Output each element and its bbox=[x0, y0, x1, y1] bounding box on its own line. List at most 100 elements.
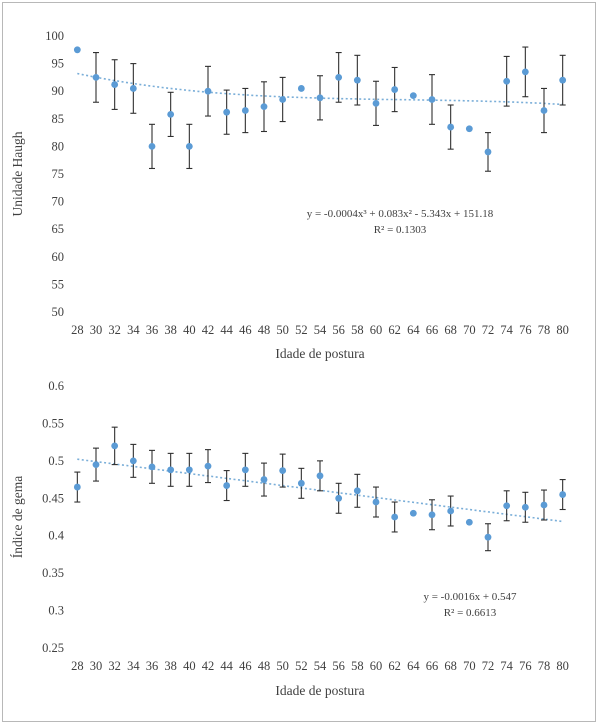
chart1-x-tick-label: 62 bbox=[388, 323, 401, 337]
chart1-data-point bbox=[372, 99, 380, 107]
chart2-x-tick-label: 70 bbox=[463, 659, 476, 673]
chart1-data-point bbox=[559, 76, 567, 84]
chart2-x-tick-label: 36 bbox=[146, 659, 159, 673]
chart1-data-point bbox=[316, 94, 324, 102]
chart2-x-tick-label: 42 bbox=[202, 659, 215, 673]
chart2-x-tick-label: 50 bbox=[276, 659, 289, 673]
chart2-data-point bbox=[484, 533, 492, 541]
chart2-x-tick-label: 32 bbox=[108, 659, 121, 673]
chart2-x-tick-label: 58 bbox=[351, 659, 364, 673]
chart1-x-tick-label: 46 bbox=[239, 323, 252, 337]
chart2-x-tick-label: 40 bbox=[183, 659, 196, 673]
chart1-data-point bbox=[260, 103, 268, 111]
chart2-x-tick-label: 80 bbox=[556, 659, 569, 673]
chart1-x-tick-label: 30 bbox=[90, 323, 103, 337]
chart2-x-tick-label: 62 bbox=[388, 659, 401, 673]
chart1-x-tick-label: 64 bbox=[407, 323, 420, 337]
chart2-data-point bbox=[297, 479, 305, 487]
chart1-x-tick-label: 48 bbox=[258, 323, 271, 337]
chart1-x-tick-label: 44 bbox=[220, 323, 233, 337]
chart1-x-tick-label: 66 bbox=[426, 323, 439, 337]
chart2-x-tick-label: 52 bbox=[295, 659, 308, 673]
chart1-x-tick-label: 40 bbox=[183, 323, 196, 337]
chart1-y-tick-label: 55 bbox=[52, 277, 65, 291]
chart1-x-tick-label: 42 bbox=[202, 323, 215, 337]
chart2-data-point bbox=[353, 487, 361, 495]
chart2-data-point bbox=[559, 491, 567, 498]
chart2-data-point bbox=[148, 463, 156, 471]
chart1-data-point bbox=[540, 107, 548, 114]
chart1-data-point bbox=[73, 46, 81, 54]
chart2-data-point bbox=[428, 511, 436, 519]
chart1-x-tick-label: 74 bbox=[500, 323, 513, 337]
chart1-x-tick-label: 58 bbox=[351, 323, 364, 337]
chart1-x-tick-label: 70 bbox=[463, 323, 476, 337]
chart1-y-tick-label: 90 bbox=[52, 84, 65, 98]
chart2-x-tick-label: 66 bbox=[426, 659, 439, 673]
chart1-data-point bbox=[521, 68, 529, 76]
chart2-x-tick-label: 56 bbox=[332, 659, 345, 673]
chart1-x-tick-label: 60 bbox=[370, 323, 383, 337]
chart2-x-tick-label: 76 bbox=[519, 659, 532, 673]
chart1-data-point bbox=[111, 81, 119, 88]
chart1-data-point bbox=[279, 96, 287, 103]
chart2-y-axis-title: Índice de gema bbox=[10, 476, 25, 558]
chart1-y-tick-label: 80 bbox=[52, 139, 65, 153]
chart2-data-point bbox=[465, 518, 473, 526]
chart1-x-tick-label: 28 bbox=[71, 323, 84, 337]
chart2-x-tick-label: 60 bbox=[370, 659, 383, 673]
chart2-x-tick-label: 48 bbox=[258, 659, 271, 673]
chart2-data-point bbox=[185, 466, 193, 474]
chart1-x-tick-label: 56 bbox=[332, 323, 345, 337]
chart1-data-point bbox=[484, 148, 492, 156]
chart1-x-tick-label: 76 bbox=[519, 323, 532, 337]
chart2-x-axis-title: Idade de postura bbox=[275, 683, 364, 698]
chart2-trendline-r2: R² = 0.6613 bbox=[444, 607, 497, 619]
chart2-data-point bbox=[316, 472, 324, 480]
chart1-data-point bbox=[167, 110, 175, 118]
chart2-data-point bbox=[391, 513, 399, 521]
chart1-x-tick-label: 38 bbox=[164, 323, 177, 337]
chart1-data-point bbox=[335, 74, 343, 81]
chart1-y-tick-label: 95 bbox=[52, 57, 65, 71]
chart1-x-axis-title: Idade de postura bbox=[275, 346, 364, 361]
chart2-data-point bbox=[260, 476, 268, 483]
chart2-y-tick-label: 0.35 bbox=[42, 566, 64, 580]
chart1-y-tick-label: 85 bbox=[52, 112, 65, 126]
chart1-x-tick-label: 72 bbox=[482, 323, 495, 337]
chart2-data-point bbox=[521, 503, 529, 511]
chart1-x-tick-label: 54 bbox=[314, 323, 327, 337]
chart1-x-tick-label: 36 bbox=[146, 323, 159, 337]
chart2-y-tick-label: 0.25 bbox=[42, 641, 64, 655]
chart1-data-point bbox=[241, 107, 249, 114]
chart1-trendline-r2: R² = 0.1303 bbox=[374, 224, 427, 236]
chart2-y-tick-label: 0.6 bbox=[48, 379, 64, 393]
chart2-data-point bbox=[372, 498, 380, 506]
chart2-y-tick-label: 0.4 bbox=[48, 529, 64, 543]
chart2-y-tick-label: 0.3 bbox=[48, 604, 64, 618]
chart2-data-point bbox=[111, 442, 119, 450]
chart1-y-tick-label: 75 bbox=[52, 167, 65, 181]
chart2-x-tick-label: 34 bbox=[127, 659, 140, 673]
chart1-data-point bbox=[409, 92, 417, 100]
chart1-trendline-equation: y = -0.0004x³ + 0.083x² - 5.343x + 151.1… bbox=[307, 208, 494, 220]
chart2-data-point bbox=[335, 494, 343, 502]
chart1-x-tick-label: 68 bbox=[444, 323, 457, 337]
chart2-data-point bbox=[92, 461, 100, 468]
chart2-x-tick-label: 74 bbox=[500, 659, 513, 673]
chart2-x-tick-label: 30 bbox=[90, 659, 103, 673]
chart2-x-tick-label: 68 bbox=[444, 659, 457, 673]
chart2-x-tick-label: 46 bbox=[239, 659, 252, 673]
chart1-y-tick-label: 100 bbox=[45, 29, 64, 43]
chart1-data-point bbox=[129, 85, 137, 92]
chart1-data-point bbox=[391, 86, 399, 93]
chart1-x-tick-label: 80 bbox=[556, 323, 569, 337]
chart1-data-point bbox=[185, 143, 193, 150]
chart1-x-tick-label: 52 bbox=[295, 323, 308, 337]
chart2-x-tick-label: 72 bbox=[482, 659, 495, 673]
chart1-y-tick-label: 65 bbox=[52, 222, 65, 236]
chart1-data-point bbox=[204, 87, 212, 95]
chart1-x-tick-label: 50 bbox=[276, 323, 289, 337]
chart1-y-tick-label: 70 bbox=[52, 195, 65, 209]
